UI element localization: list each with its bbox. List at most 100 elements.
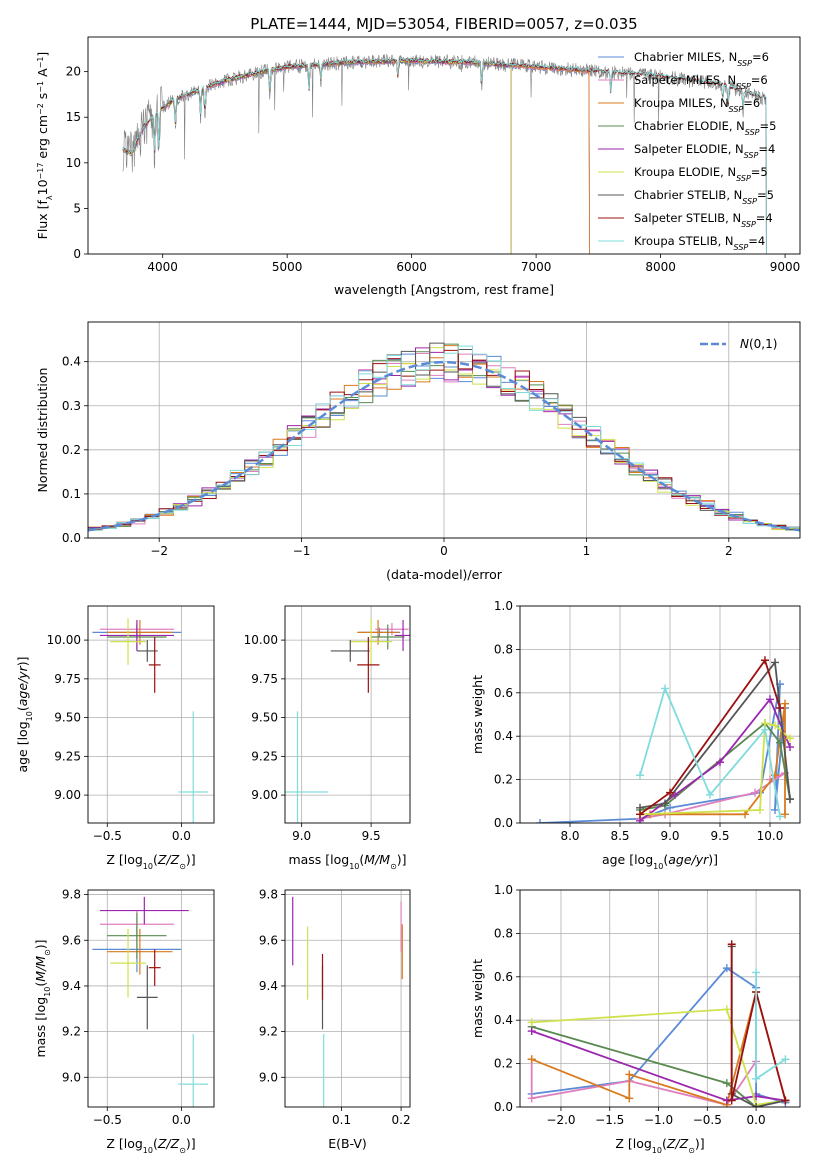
mass-vs-metallicity-plot: −0.5 0.0 9.0 9.2 9.4 9.6 9.8 Z [log10(Z/Z⊙)] mas…: [33, 888, 215, 1155]
y-tick-label: 9.2: [62, 1025, 81, 1039]
x-tick-label: 1: [583, 544, 591, 558]
x-tick-label: −0.5: [693, 1113, 722, 1127]
x-tick-label: −2.0: [546, 1113, 575, 1127]
x-tick-label: 0.0: [172, 1113, 191, 1127]
plot-frame: [87, 36, 801, 255]
y-axis-label: Flux [fλ10−17 erg cm−2 s−1 A−1]: [35, 52, 54, 240]
x-tick-label: 5000: [272, 260, 303, 274]
x-tick-label: 8.5: [610, 829, 629, 843]
mass-vs-extinction-plot: 0.1 0.2 9.0 9.2 9.4 9.6 9.8 E(B-V): [259, 888, 411, 1151]
x-axis-label: (data-model)/error: [386, 567, 503, 582]
x-tick-label: 2: [725, 544, 733, 558]
massweight-vs-age-plot: 8.0 8.5 9.0 9.5 10.0 0.0 0.2 0.4 0.6 0.8 1.0 mass w…: [470, 599, 801, 871]
y-tick-label: 9.00: [54, 788, 81, 802]
mass-weight-marker: [636, 810, 644, 819]
mass-weight-marker: [771, 721, 779, 730]
x-tick-label: −0.5: [93, 1113, 122, 1127]
legend-label: Chabrier MILES, NSSP=6: [634, 50, 769, 68]
x-tick-label: 0.0: [172, 829, 191, 843]
mass-weight-marker: [722, 964, 731, 973]
mass-weight-marker: [527, 1055, 536, 1064]
x-tick-label: 6000: [396, 260, 427, 274]
x-tick-label: −0.5: [93, 829, 122, 843]
y-tick-label: 9.4: [259, 979, 278, 993]
mass-weight-marker: [756, 805, 764, 814]
y-tick-label: 0.2: [62, 443, 81, 457]
mass-weight-marker: [722, 1079, 731, 1088]
mass-weight-marker: [771, 658, 779, 667]
model-spectrum-line: [122, 59, 512, 254]
y-tick-label: 0.8: [494, 642, 513, 656]
mass-weight-marker: [751, 788, 759, 797]
y-tick-label: 9.25: [251, 749, 278, 763]
mass-weight-marker: [786, 743, 794, 752]
mass-weight-marker: [781, 1055, 790, 1064]
y-tick-label: 9.50: [251, 711, 278, 725]
residual-histogram-plot: −2 −1 0 1 2 0.0 0.1 0.2 0.3 0.4 N(0,1) (data-model)…: [35, 321, 801, 582]
x-axis-label: Z [log10(Z/Z⊙)]: [615, 1136, 704, 1155]
y-axis-label: mass [log10(M/M⊙)]: [33, 939, 52, 1057]
model-spectrum-line: [122, 56, 767, 254]
mass-weight-marker: [636, 771, 644, 780]
x-axis-label: mass [log10(M/M⊙)]: [288, 852, 406, 871]
mass-weight-marker: [706, 790, 714, 799]
y-axis-label: mass weight: [470, 959, 485, 1038]
x-tick-label: 0: [440, 544, 448, 558]
y-tick-label: 9.00: [251, 788, 278, 802]
mass-weight-marker: [666, 788, 674, 797]
y-tick-label: 10.00: [47, 633, 81, 647]
x-tick-label: −1.0: [644, 1113, 673, 1127]
spectrum-plot: 4000 5000 6000 7000 8000 9000 0 5 10 15 20 Chabrier…: [35, 36, 801, 297]
age-vs-mass-plot: 9.0 9.5 9.00 9.25 9.50 9.75 10.00 mass [log10(M…: [244, 605, 411, 871]
x-tick-label: 9.5: [710, 829, 729, 843]
mass-weight-marker: [786, 795, 794, 804]
y-tick-label: 9.8: [259, 888, 278, 902]
y-tick-label: 10: [66, 156, 81, 170]
legend-label: Chabrier ELODIE, NSSP=5: [634, 119, 776, 137]
model-spectrum-line: [122, 57, 512, 254]
x-axis-label: age [log10(age/yr)]: [602, 852, 718, 871]
plot-frame: [284, 605, 411, 824]
mass-weight-marker: [625, 1070, 634, 1079]
y-tick-label: 1.0: [494, 883, 513, 897]
x-tick-label: 9000: [770, 260, 801, 274]
y-tick-label: 0.6: [494, 970, 513, 984]
y-tick-label: 1.0: [494, 599, 513, 613]
y-tick-label: 9.75: [251, 672, 278, 686]
y-tick-label: 0.4: [494, 1013, 513, 1027]
x-axis-label: Z [log10(Z/Z⊙)]: [106, 1136, 195, 1155]
plot-frame: [519, 889, 801, 1108]
x-axis-label: Z [log10(Z/Z⊙)]: [106, 852, 195, 871]
mass-weight-marker: [625, 1094, 634, 1103]
y-tick-label: 0.4: [494, 729, 513, 743]
y-tick-label: 5: [73, 201, 81, 215]
y-tick-label: 9.8: [62, 888, 81, 902]
mass-weight-marker: [781, 699, 789, 708]
mass-weight-marker: [752, 1074, 761, 1083]
y-tick-label: 0: [73, 247, 81, 261]
mass-weight-marker: [666, 803, 674, 812]
plot-frame: [284, 889, 411, 1108]
x-axis-label: wavelength [Angstrom, rest frame]: [334, 282, 554, 297]
x-tick-label: 0.2: [392, 1113, 411, 1127]
mass-weight-marker: [786, 734, 794, 743]
mass-weight-marker: [761, 725, 769, 734]
x-tick-label: −2: [150, 544, 168, 558]
legend-label: Kroupa ELODIE, NSSP=5: [634, 165, 768, 183]
mass-weight-marker: [661, 684, 669, 693]
mass-weight-marker: [776, 703, 784, 712]
y-tick-label: 15: [66, 110, 81, 124]
age-vs-metallicity-plot: −0.5 0.0 9.00 9.25 9.50 9.75 10.00 Z [log10(Z/Z…: [15, 605, 215, 871]
massweight-vs-metallicity-plot: −2.0 −1.5 −1.0 −0.5 0.0 0.0 0.2 0.4 0.6 0.8 1.0 mas…: [470, 883, 801, 1155]
legend-label: Kroupa STELIB, NSSP=4: [634, 234, 765, 252]
x-axis-label: E(B-V): [328, 1136, 367, 1151]
plot-frame: [87, 889, 215, 1108]
x-tick-label: 7000: [521, 260, 552, 274]
x-tick-label: 0.1: [332, 1113, 351, 1127]
x-tick-label: −1.5: [595, 1113, 624, 1127]
y-tick-label: 0.8: [494, 926, 513, 940]
legend-label: Chabrier STELIB, NSSP=5: [634, 188, 774, 206]
x-tick-label: 4000: [147, 260, 178, 274]
model-spectrum-line: [122, 58, 512, 254]
